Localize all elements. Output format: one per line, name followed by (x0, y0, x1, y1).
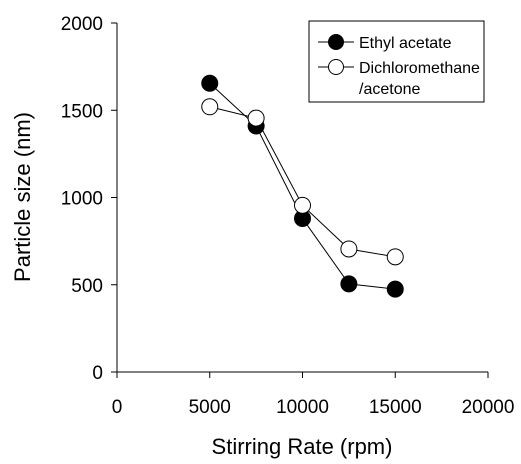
x-tick-label: 5000 (189, 397, 231, 418)
data-point-dichloromethane-acetone (247, 109, 265, 127)
data-point-dichloromethane-acetone (340, 240, 358, 258)
legend-label-ethyl-acetate: Ethyl acetate (359, 35, 452, 52)
x-tick-label: 10000 (276, 397, 329, 418)
x-tick-label: 20000 (462, 397, 515, 418)
series-layer (201, 74, 404, 298)
data-point-dichloromethane-acetone (294, 196, 311, 214)
legend: Ethyl acetate Dichloromethane /acetone (308, 20, 485, 103)
plot-area: 0 500 1000 1500 2000 0 5000 10000 15000 20000 (61, 14, 515, 418)
data-point-ethyl-acetate (386, 280, 404, 298)
y-tick-label: 0 (92, 363, 103, 384)
y-tick-label: 1500 (61, 101, 103, 122)
data-point-dichloromethane-acetone (201, 98, 219, 116)
y-axis-title: Particle size (nm) (10, 112, 35, 282)
x-tick-label: 0 (112, 397, 123, 418)
y-tick-label: 1000 (61, 189, 103, 210)
series-line-dichloromethane-acetone (209, 106, 396, 258)
legend-marker-dichloromethane-acetone (328, 59, 344, 75)
data-point-ethyl-acetate (201, 74, 219, 92)
legend-label-dichloromethane: Dichloromethane (359, 60, 480, 77)
x-axis-title: Stirring Rate (rpm) (212, 434, 393, 459)
x-tick-label: 15000 (369, 397, 422, 418)
x-ticks: 0 5000 10000 15000 20000 (112, 372, 515, 418)
series-line-ethyl-acetate (209, 82, 396, 290)
y-ticks: 0 500 1000 1500 2000 (61, 14, 117, 384)
legend-marker-ethyl-acetate (328, 34, 344, 50)
y-tick-label: 500 (71, 276, 103, 297)
legend-label-acetone: /acetone (359, 81, 420, 98)
y-tick-label: 2000 (61, 14, 103, 35)
data-point-dichloromethane-acetone (386, 248, 404, 266)
data-point-ethyl-acetate (340, 275, 358, 293)
